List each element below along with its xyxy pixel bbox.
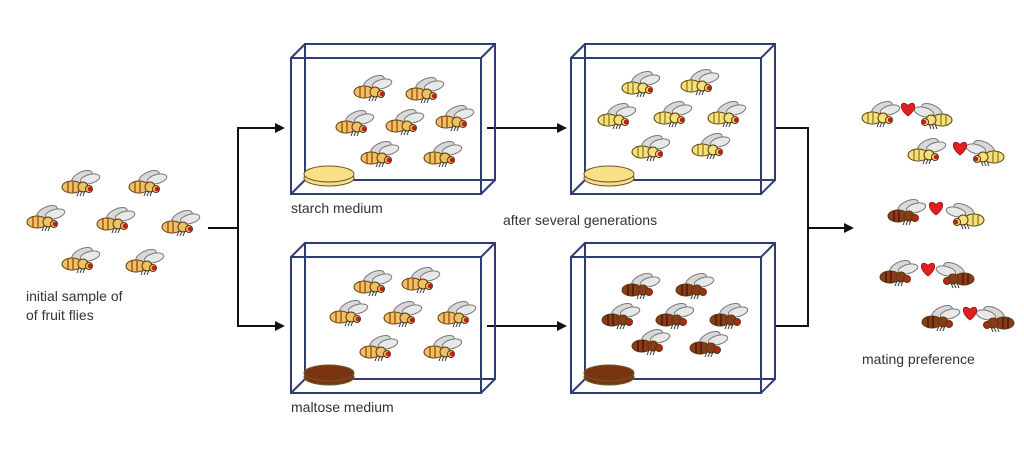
maltose-medium-label: maltose medium [291,399,394,415]
fruit-fly-icon [887,199,927,226]
connectors [208,123,854,331]
fruit-fly-icon [861,101,901,128]
flies [26,69,1015,362]
starch-dish-icon [583,165,635,187]
fruit-fly-icon [935,262,975,289]
fruit-fly-icon [383,301,423,328]
heart-icon [901,102,915,117]
fruit-fly-icon [161,210,201,237]
boxes [290,43,776,394]
fruit-fly-icon [631,135,671,162]
fruit-fly-icon [125,249,165,276]
fruit-fly-icon [401,267,441,294]
fruit-fly-icon [709,303,749,330]
fruit-fly-icon [675,273,715,300]
initial-sample-label-line1: initial sample of [26,288,123,304]
fruit-fly-icon [689,331,729,358]
starch-medium-label: starch medium [291,200,383,216]
fruit-fly-icon [601,303,641,330]
fruit-fly-icon [621,273,661,300]
hearts [901,102,977,321]
fruit-fly-icon [907,138,947,165]
fruit-fly-icon [61,247,101,274]
after-generations-label: after several generations [503,212,658,228]
fruit-fly-icon [655,303,695,330]
fruit-fly-icon [691,133,731,160]
mating-preference-label: mating preference [862,351,975,367]
fruit-fly-icon [913,103,953,130]
heart-icon [953,141,967,156]
maltose-dish-icon [583,364,635,386]
split-to-maltose-line [237,228,285,331]
fruit-fly-icon [423,335,463,362]
fruit-fly-icon [353,270,393,297]
heart-icon [921,262,935,277]
fruit-fly-icon [597,103,637,130]
maltose-box [290,242,496,394]
initial-sample-label-line2: of fruit flies [26,307,94,323]
starch-box [290,43,496,195]
fruit-fly-icon [61,170,101,197]
food-dishes [303,165,635,386]
fruit-fly-icon [405,77,445,104]
maltose-dish-icon [303,364,355,386]
fruit-fly-icon [707,101,747,128]
fruit-fly-icon [921,305,961,332]
fruit-fly-icon [653,101,693,128]
after-maltose-box [570,242,776,394]
fruit-fly-icon [329,300,369,327]
fruit-fly-icon [631,329,671,356]
fruit-fly-icon [965,140,1005,167]
heart-icon [963,306,977,321]
fruit-fly-icon [437,301,477,328]
after-starch-box [570,43,776,195]
fruit-fly-icon [360,141,400,168]
heart-icon [929,201,943,216]
fruit-fly-icon [335,110,375,137]
fruit-fly-icon [128,170,168,197]
starch-dish-icon [303,165,355,187]
fruit-fly-icon [680,69,720,96]
fruit-fly-icon [975,306,1015,333]
fruit-fly-icon [435,105,475,132]
fruit-fly-icon [26,205,66,232]
fruit-fly-icon [621,71,661,98]
fruit-fly-icon [423,141,463,168]
fruit-fly-icon [945,203,985,230]
fruit-fly-icon [353,75,393,102]
initial-to-split-line [208,123,285,229]
after-starch-to-merge-line [775,127,809,327]
fruit-fly-icon [385,109,425,136]
fruit-fly-icon [359,335,399,362]
fruit-fly-icon [96,207,136,234]
fruit-fly-icon [879,260,919,287]
